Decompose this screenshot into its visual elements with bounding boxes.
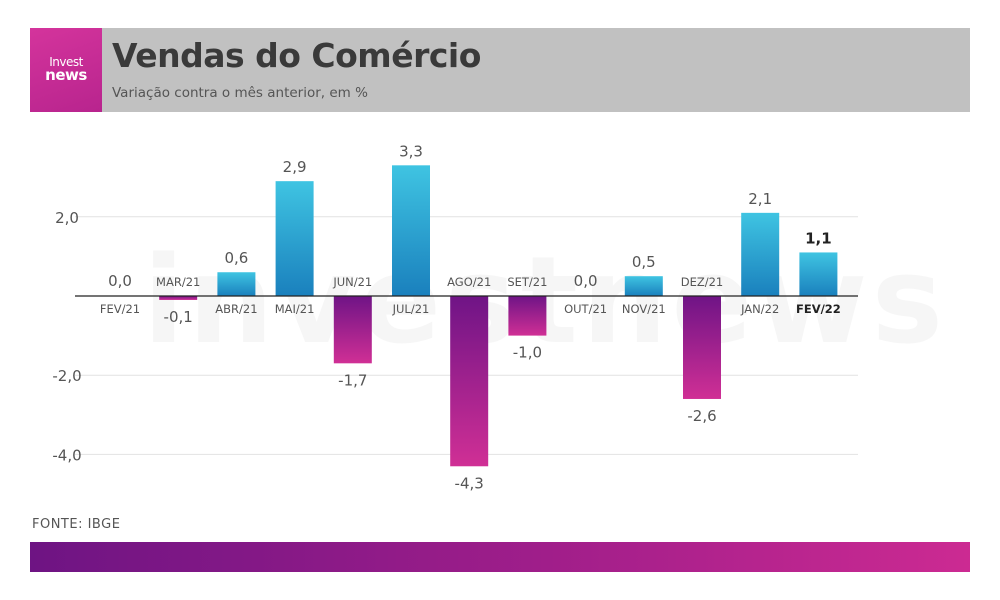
bar [159,296,198,300]
category-label: SET/21 [507,275,547,289]
category-label: OUT/21 [564,302,607,316]
category-label: FEV/21 [100,302,140,316]
category-label: ABR/21 [215,302,257,316]
bottom-gradient-bar [30,542,970,572]
data-label: 0,0 [108,272,132,290]
y-tick-label: -2,0 [52,367,81,385]
chart-subtitle: Variação contra o mês anterior, em % [112,85,368,101]
data-label: -2,6 [687,407,716,425]
bar [741,212,780,296]
y-axis-tick-labels: -4,0 -2,0 2,0 [52,209,81,465]
header-bar [30,28,970,112]
data-label: -4,3 [455,474,484,492]
bar [624,276,663,296]
y-tick-label: -4,0 [52,446,81,464]
category-label: NOV/21 [622,302,666,316]
labels: FEV/21 0,0 MAR/21 -0,1 ABR/21 0,6 MAI/21 2,9 JUN… [100,142,841,492]
investnews-logo[interactable]: Invest news [30,28,102,112]
category-label: JUL/21 [392,302,430,316]
data-label: 0,6 [224,249,248,267]
bar [392,165,430,296]
data-label: 2,1 [748,190,772,208]
category-label: DEZ/21 [681,275,724,289]
bar [508,296,547,336]
data-label: 0,0 [574,272,598,290]
category-label: FEV/22 [796,302,841,316]
data-label: 3,3 [399,142,423,160]
bar [799,252,838,296]
logo-text: Invest news [30,55,102,84]
bar [275,181,314,296]
bar [217,272,256,296]
data-label: 2,9 [283,158,307,176]
data-label: -1,0 [513,344,542,362]
y-tick-label: 2,0 [55,209,79,227]
data-label: -0,1 [164,308,193,326]
category-label: JUN/21 [332,275,372,289]
category-label: JAN/22 [740,302,779,316]
logo-line2: news [45,66,87,84]
source-note: FONTE: IBGE [32,517,121,532]
data-label: 0,5 [632,253,656,271]
bar [683,296,721,399]
bars [159,165,838,467]
category-label: AGO/21 [447,275,491,289]
logo-line1: Invest [49,55,83,69]
category-label: MAR/21 [156,275,200,289]
data-label: -1,7 [338,371,367,389]
bar [333,296,372,364]
data-label: 1,1 [805,229,832,247]
category-label: MAI/21 [275,302,315,316]
chart-title: Vendas do Comércio [112,36,481,75]
bar [450,296,489,467]
